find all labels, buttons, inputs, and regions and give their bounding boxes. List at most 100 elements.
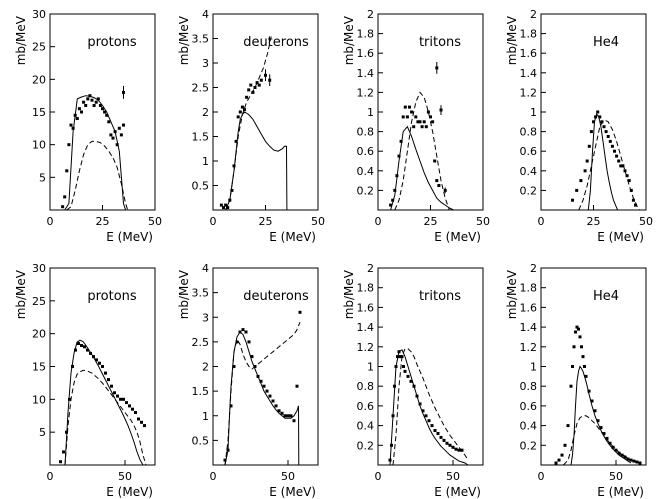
data-point [608, 441, 612, 445]
calc-solid-line [224, 331, 300, 465]
x-tick-label: 0 [210, 215, 217, 228]
data-point [554, 461, 558, 465]
data-point [405, 115, 409, 119]
data-point [602, 125, 606, 129]
calc-dashed-line [578, 119, 641, 210]
y-tick-label: 3.5 [192, 33, 210, 46]
data-point [435, 179, 439, 183]
data-point [122, 397, 125, 401]
y-tick-label: 1.5 [192, 131, 210, 144]
y-tick-label: 1 [367, 106, 374, 119]
y-tick-label: 0.5 [192, 434, 210, 447]
data-point [86, 348, 89, 352]
y-tick-label: 0.6 [520, 400, 538, 413]
series-group [223, 310, 302, 465]
data-point [283, 414, 287, 418]
data-point [406, 374, 410, 378]
data-point [623, 455, 627, 459]
x-axis-label: E (MeV) [597, 230, 644, 244]
data-point [593, 409, 597, 413]
panel-title: protons [87, 289, 137, 304]
data-point [101, 107, 104, 111]
data-point [84, 104, 88, 107]
series-group [60, 85, 129, 210]
data-point [412, 125, 416, 129]
data-point [122, 90, 125, 94]
y-tick-label: 1.6 [520, 47, 538, 60]
y-tick-label: 2 [202, 361, 209, 374]
data-point [90, 98, 94, 102]
data-point [569, 384, 573, 388]
data-point [292, 419, 296, 423]
data-point [429, 115, 432, 119]
data-point [600, 120, 604, 124]
data-point [617, 451, 621, 455]
x-axis-label: E (MeV) [434, 485, 481, 499]
data-point [80, 344, 83, 347]
panel-r2c2: 0.5 1 1.5 2 2.5 3 3.5 4 0 50 E (MeV) mb/MeV deuteron… [177, 262, 319, 499]
calc-dashed-line [64, 369, 147, 465]
data-point [617, 159, 621, 163]
data-point [611, 445, 615, 449]
data-point [80, 110, 83, 114]
y-tick-label: 0.8 [520, 380, 538, 393]
y-tick-label: 4 [202, 262, 209, 275]
data-point [63, 195, 67, 199]
data-point [571, 365, 574, 368]
data-point [249, 83, 253, 87]
data-point [243, 108, 246, 112]
data-point [122, 123, 125, 127]
data-point [416, 120, 420, 124]
y-tick-label: 0.6 [357, 400, 375, 413]
data-point [265, 389, 269, 393]
data-point [298, 310, 302, 314]
data-point [451, 445, 455, 449]
calc-solid-line [570, 365, 632, 465]
data-point [224, 203, 228, 207]
data-point [140, 420, 143, 424]
calc-solid-line [587, 112, 619, 210]
data-point [241, 328, 245, 332]
data-point [74, 348, 77, 352]
data-point [92, 104, 96, 107]
y-tick-label: 1.2 [357, 341, 375, 354]
data-point [101, 365, 104, 368]
data-point [448, 443, 452, 447]
data-point [268, 394, 272, 398]
y-axis-label: mb/MeV [505, 269, 519, 319]
y-tick-label: 0.4 [520, 420, 538, 433]
data-point [223, 458, 227, 462]
data-point [422, 120, 426, 124]
data-point [623, 169, 627, 173]
x-tick-label: 25 [259, 215, 273, 228]
data-point [619, 164, 623, 168]
y-tick-label: 5 [39, 426, 46, 439]
data-point [88, 94, 92, 98]
x-axis-label: E (MeV) [106, 230, 153, 244]
data-point [247, 340, 251, 344]
y-tick-label: 3 [202, 311, 209, 324]
y-tick-label: 0.8 [357, 380, 375, 393]
y-tick-label: 4 [202, 8, 209, 21]
data-point [277, 409, 281, 413]
data-point [397, 154, 401, 158]
data-point [418, 120, 422, 124]
data-point [418, 402, 422, 406]
series-group [571, 110, 641, 210]
data-point [426, 110, 430, 114]
y-axis-label: mb/MeV [177, 269, 191, 319]
data-point [454, 447, 458, 451]
data-point [264, 73, 267, 77]
data-point [430, 424, 434, 428]
x-tick-label: 0 [375, 470, 382, 483]
y-tick-label: 1 [202, 410, 209, 423]
data-point [234, 139, 238, 143]
data-point [232, 365, 236, 368]
x-tick-label: 50 [639, 215, 653, 228]
data-point [83, 345, 86, 349]
data-point [431, 120, 435, 124]
data-point [414, 115, 418, 119]
y-tick-label: 2 [530, 8, 537, 21]
y-tick-label: 1.6 [357, 301, 375, 314]
data-point [420, 125, 424, 129]
